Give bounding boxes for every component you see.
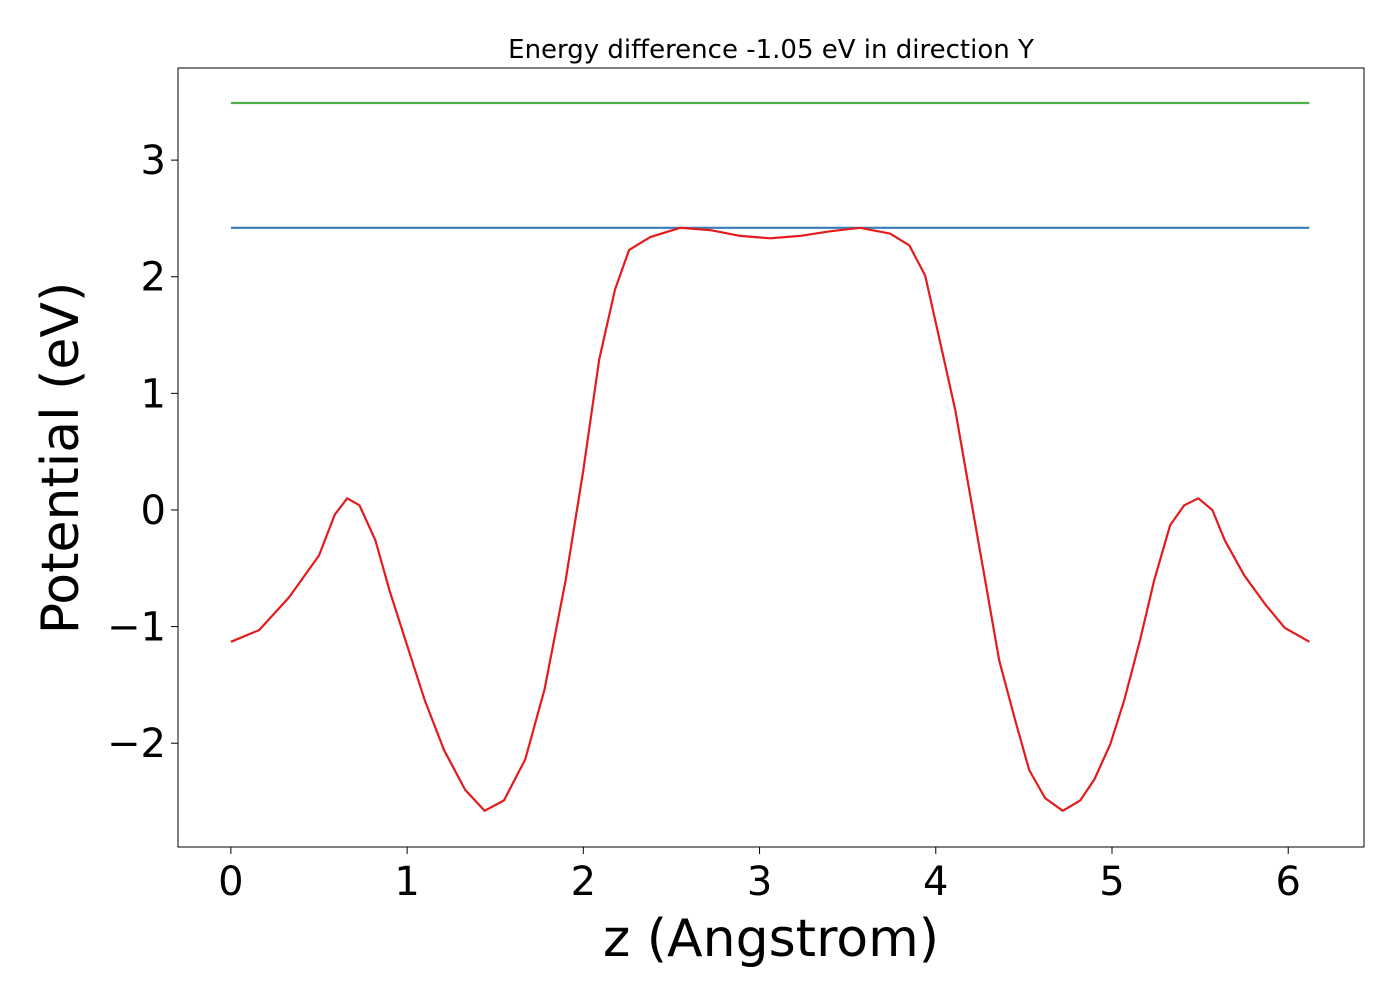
x-tick-label: 0 [218,859,243,905]
x-axis-label: z (Angstrom) [603,909,939,969]
x-tick-label: 6 [1275,859,1300,905]
y-axis-label: Potential (eV) [31,282,91,634]
x-tick-label: 1 [394,859,419,905]
x-tick-label: 4 [923,859,948,905]
y-tick-label: 0 [141,488,166,534]
plot-area [177,67,1365,848]
y-tick-label: 3 [141,138,166,184]
series-potential [230,226,1310,812]
y-tick-label: −1 [107,605,166,651]
chart-title: Energy difference -1.05 eV in direction … [508,35,1034,65]
y-tick-label: 1 [141,371,166,417]
x-tick-label: 3 [747,859,772,905]
x-tick-label: 5 [1099,859,1124,905]
y-tick-label: −2 [107,721,166,767]
y-tick-label: 2 [141,255,166,301]
x-tick-label: 2 [571,859,596,905]
